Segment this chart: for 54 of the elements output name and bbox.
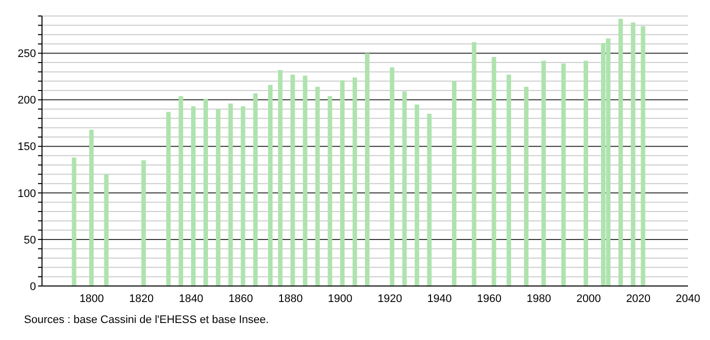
bar — [452, 81, 456, 286]
x-tick-label: 2000 — [576, 292, 601, 305]
bar — [328, 96, 332, 286]
bar — [268, 84, 273, 286]
x-tick-label: 1900 — [328, 292, 352, 305]
bar — [427, 114, 432, 286]
y-tick-label: 100 — [18, 188, 36, 200]
y-tick-label: 50 — [24, 234, 36, 246]
x-tick-label: 1840 — [178, 292, 204, 305]
bar — [541, 60, 546, 286]
y-tick-label: 0 — [30, 280, 36, 293]
bar — [191, 106, 196, 286]
bar — [178, 96, 184, 286]
bar — [472, 42, 476, 286]
bar — [414, 104, 420, 286]
bar — [352, 77, 358, 286]
bar — [278, 70, 283, 286]
bar — [290, 74, 295, 286]
bar — [253, 93, 258, 286]
bar — [204, 98, 208, 286]
y-tick-label: 200 — [18, 94, 36, 107]
bar — [72, 158, 76, 286]
x-tick-label: 1880 — [278, 292, 303, 305]
x-tick-label: 2020 — [626, 292, 651, 305]
x-tick-label: 1920 — [378, 292, 402, 305]
x-tick-label: 1860 — [228, 292, 254, 305]
bar — [561, 63, 566, 286]
bar — [302, 76, 308, 286]
source-note: Sources : base Cassini de l'EHESS et base Insee. — [24, 314, 270, 326]
bar — [89, 130, 94, 286]
bar — [141, 160, 146, 286]
bar — [104, 174, 109, 286]
x-tick-label: 2040 — [676, 292, 700, 305]
bar — [216, 109, 220, 286]
bar — [365, 53, 370, 286]
bar — [630, 22, 636, 286]
bar — [640, 26, 646, 286]
x-tick-label: 1960 — [476, 292, 502, 305]
bar — [228, 104, 233, 286]
bar — [492, 56, 496, 286]
bar — [340, 80, 345, 286]
bar — [315, 86, 320, 286]
x-tick-label: 1800 — [79, 292, 104, 305]
y-tick-label: 150 — [18, 141, 36, 154]
x-tick-label: 1940 — [427, 292, 452, 305]
bar — [618, 18, 623, 286]
x-tick-label: 1820 — [129, 292, 154, 305]
x-tick-label: 1980 — [526, 292, 552, 305]
bar — [584, 60, 588, 286]
bar — [166, 112, 171, 286]
y-tick-label: 250 — [18, 48, 36, 60]
bar — [506, 74, 512, 286]
bar — [524, 86, 528, 286]
bar — [390, 67, 394, 286]
